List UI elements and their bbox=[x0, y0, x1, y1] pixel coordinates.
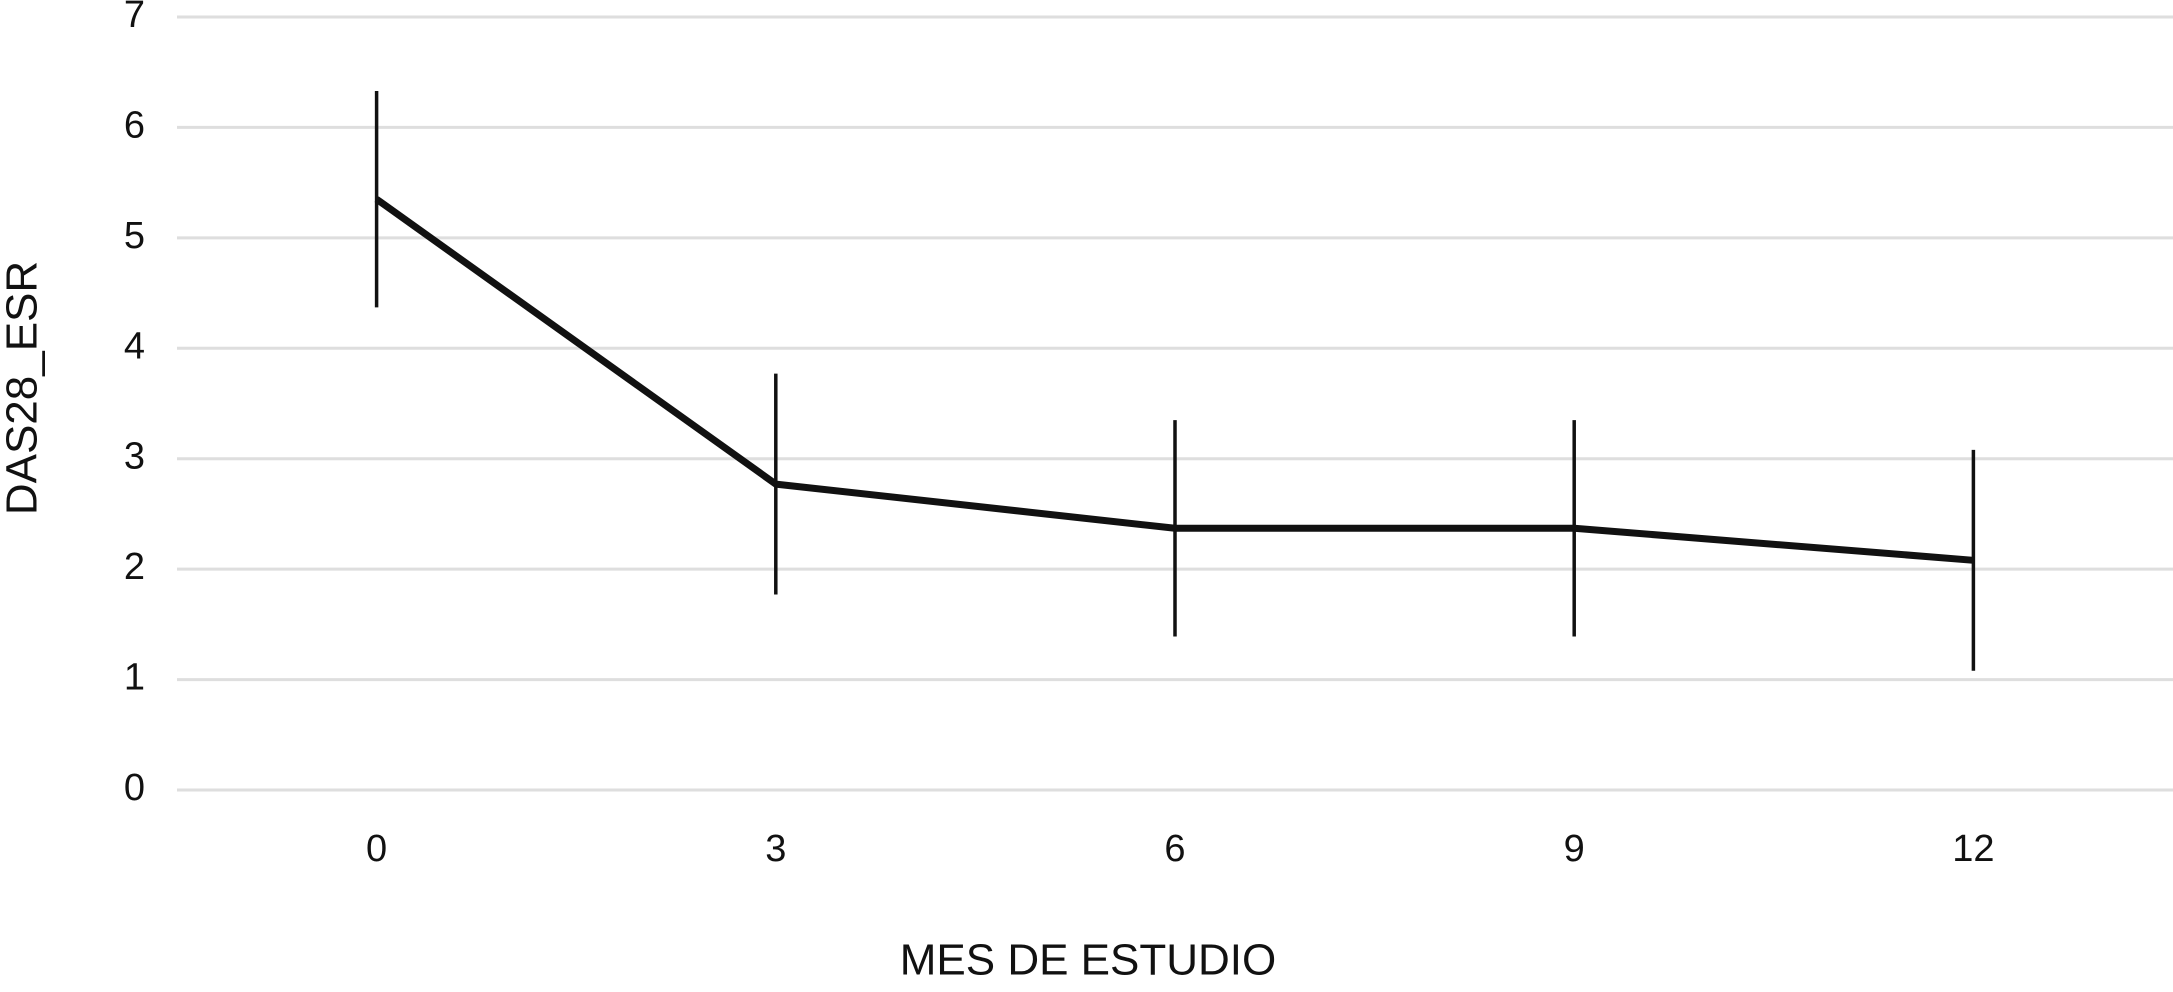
y-tick-label: 7 bbox=[124, 0, 145, 36]
y-tick-label: 3 bbox=[124, 436, 145, 478]
x-tick-label: 12 bbox=[1952, 828, 1994, 870]
y-tick-label: 6 bbox=[124, 104, 145, 146]
x-tick-label: 9 bbox=[1564, 828, 1585, 870]
y-axis-title: DAS28_ESR bbox=[0, 261, 47, 515]
y-tick-label: 4 bbox=[124, 325, 145, 367]
y-tick-label: 5 bbox=[124, 215, 145, 257]
y-tick-label: 1 bbox=[124, 657, 145, 699]
x-axis-title: MES DE ESTUDIO bbox=[900, 936, 1277, 985]
y-tick-label: 0 bbox=[124, 767, 145, 809]
data-line bbox=[374, 196, 1974, 564]
x-tick-label: 6 bbox=[1164, 828, 1185, 870]
x-tick-label: 0 bbox=[366, 828, 387, 870]
x-tick-label: 3 bbox=[765, 828, 786, 870]
y-tick-label: 2 bbox=[124, 546, 145, 588]
